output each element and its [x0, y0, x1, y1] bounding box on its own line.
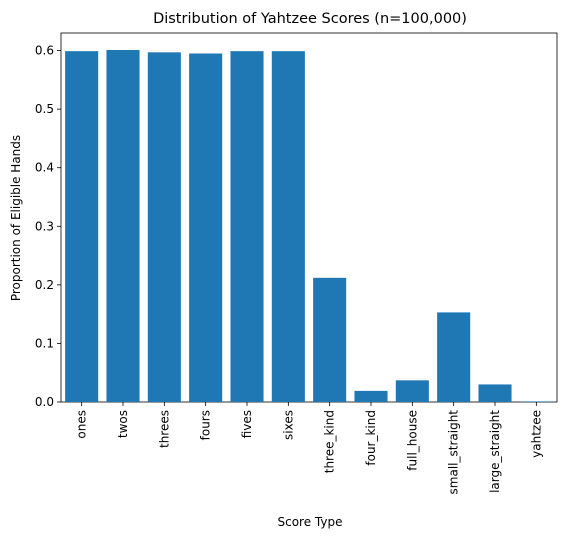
x-tick-label: ones: [75, 410, 89, 439]
y-tick-label: 0.4: [35, 161, 54, 175]
y-tick-label: 0.5: [35, 102, 54, 116]
x-tick-label: large_straight: [488, 410, 502, 493]
bar-full-house: [395, 380, 429, 402]
bar-fours: [189, 53, 223, 402]
x-tick-label: twos: [116, 410, 130, 438]
bar-sixes: [271, 51, 305, 402]
bars: [65, 49, 553, 403]
x-tick-label: four_kind: [364, 410, 378, 466]
x-tick-label: small_straight: [447, 410, 461, 495]
plot-area: [60, 32, 558, 403]
x-tick-label: threes: [157, 410, 171, 448]
bar-threes: [147, 52, 181, 402]
bar-three-kind: [313, 277, 347, 402]
y-axis: 0.0 0.1 0.2 0.3 0.4 0.5 0.6: [35, 44, 61, 409]
y-tick-label: 0.2: [35, 278, 54, 292]
chart-title: Distribution of Yahtzee Scores (n=100,00…: [153, 11, 467, 27]
bar-large-straight: [478, 384, 512, 402]
y-tick-label: 0.6: [35, 44, 54, 58]
plot-frame: [60, 32, 558, 403]
bar-small-straight: [437, 312, 471, 402]
x-tick-label: fours: [199, 410, 213, 440]
x-tick-label: three_kind: [323, 410, 337, 473]
bar-ones: [65, 51, 99, 402]
x-axis: ones twos threes fours fives sixes three_kind f…: [75, 402, 543, 495]
y-tick-label: 0.1: [35, 336, 54, 350]
x-tick-label: full_house: [405, 410, 419, 471]
y-tick-label: 0.0: [35, 395, 54, 409]
y-axis-label: Proportion of Eligible Hands: [9, 135, 23, 301]
x-tick-label: fives: [240, 410, 254, 438]
x-tick-label: yahtzee: [529, 410, 543, 458]
bar-four-kind: [354, 390, 388, 402]
bar-yahtzee: [519, 401, 553, 402]
x-tick-label: sixes: [281, 410, 295, 440]
bar-twos: [106, 49, 140, 403]
x-axis-label: Score Type: [278, 515, 343, 529]
y-tick-label: 0.3: [35, 219, 54, 233]
bar-fives: [230, 51, 264, 402]
